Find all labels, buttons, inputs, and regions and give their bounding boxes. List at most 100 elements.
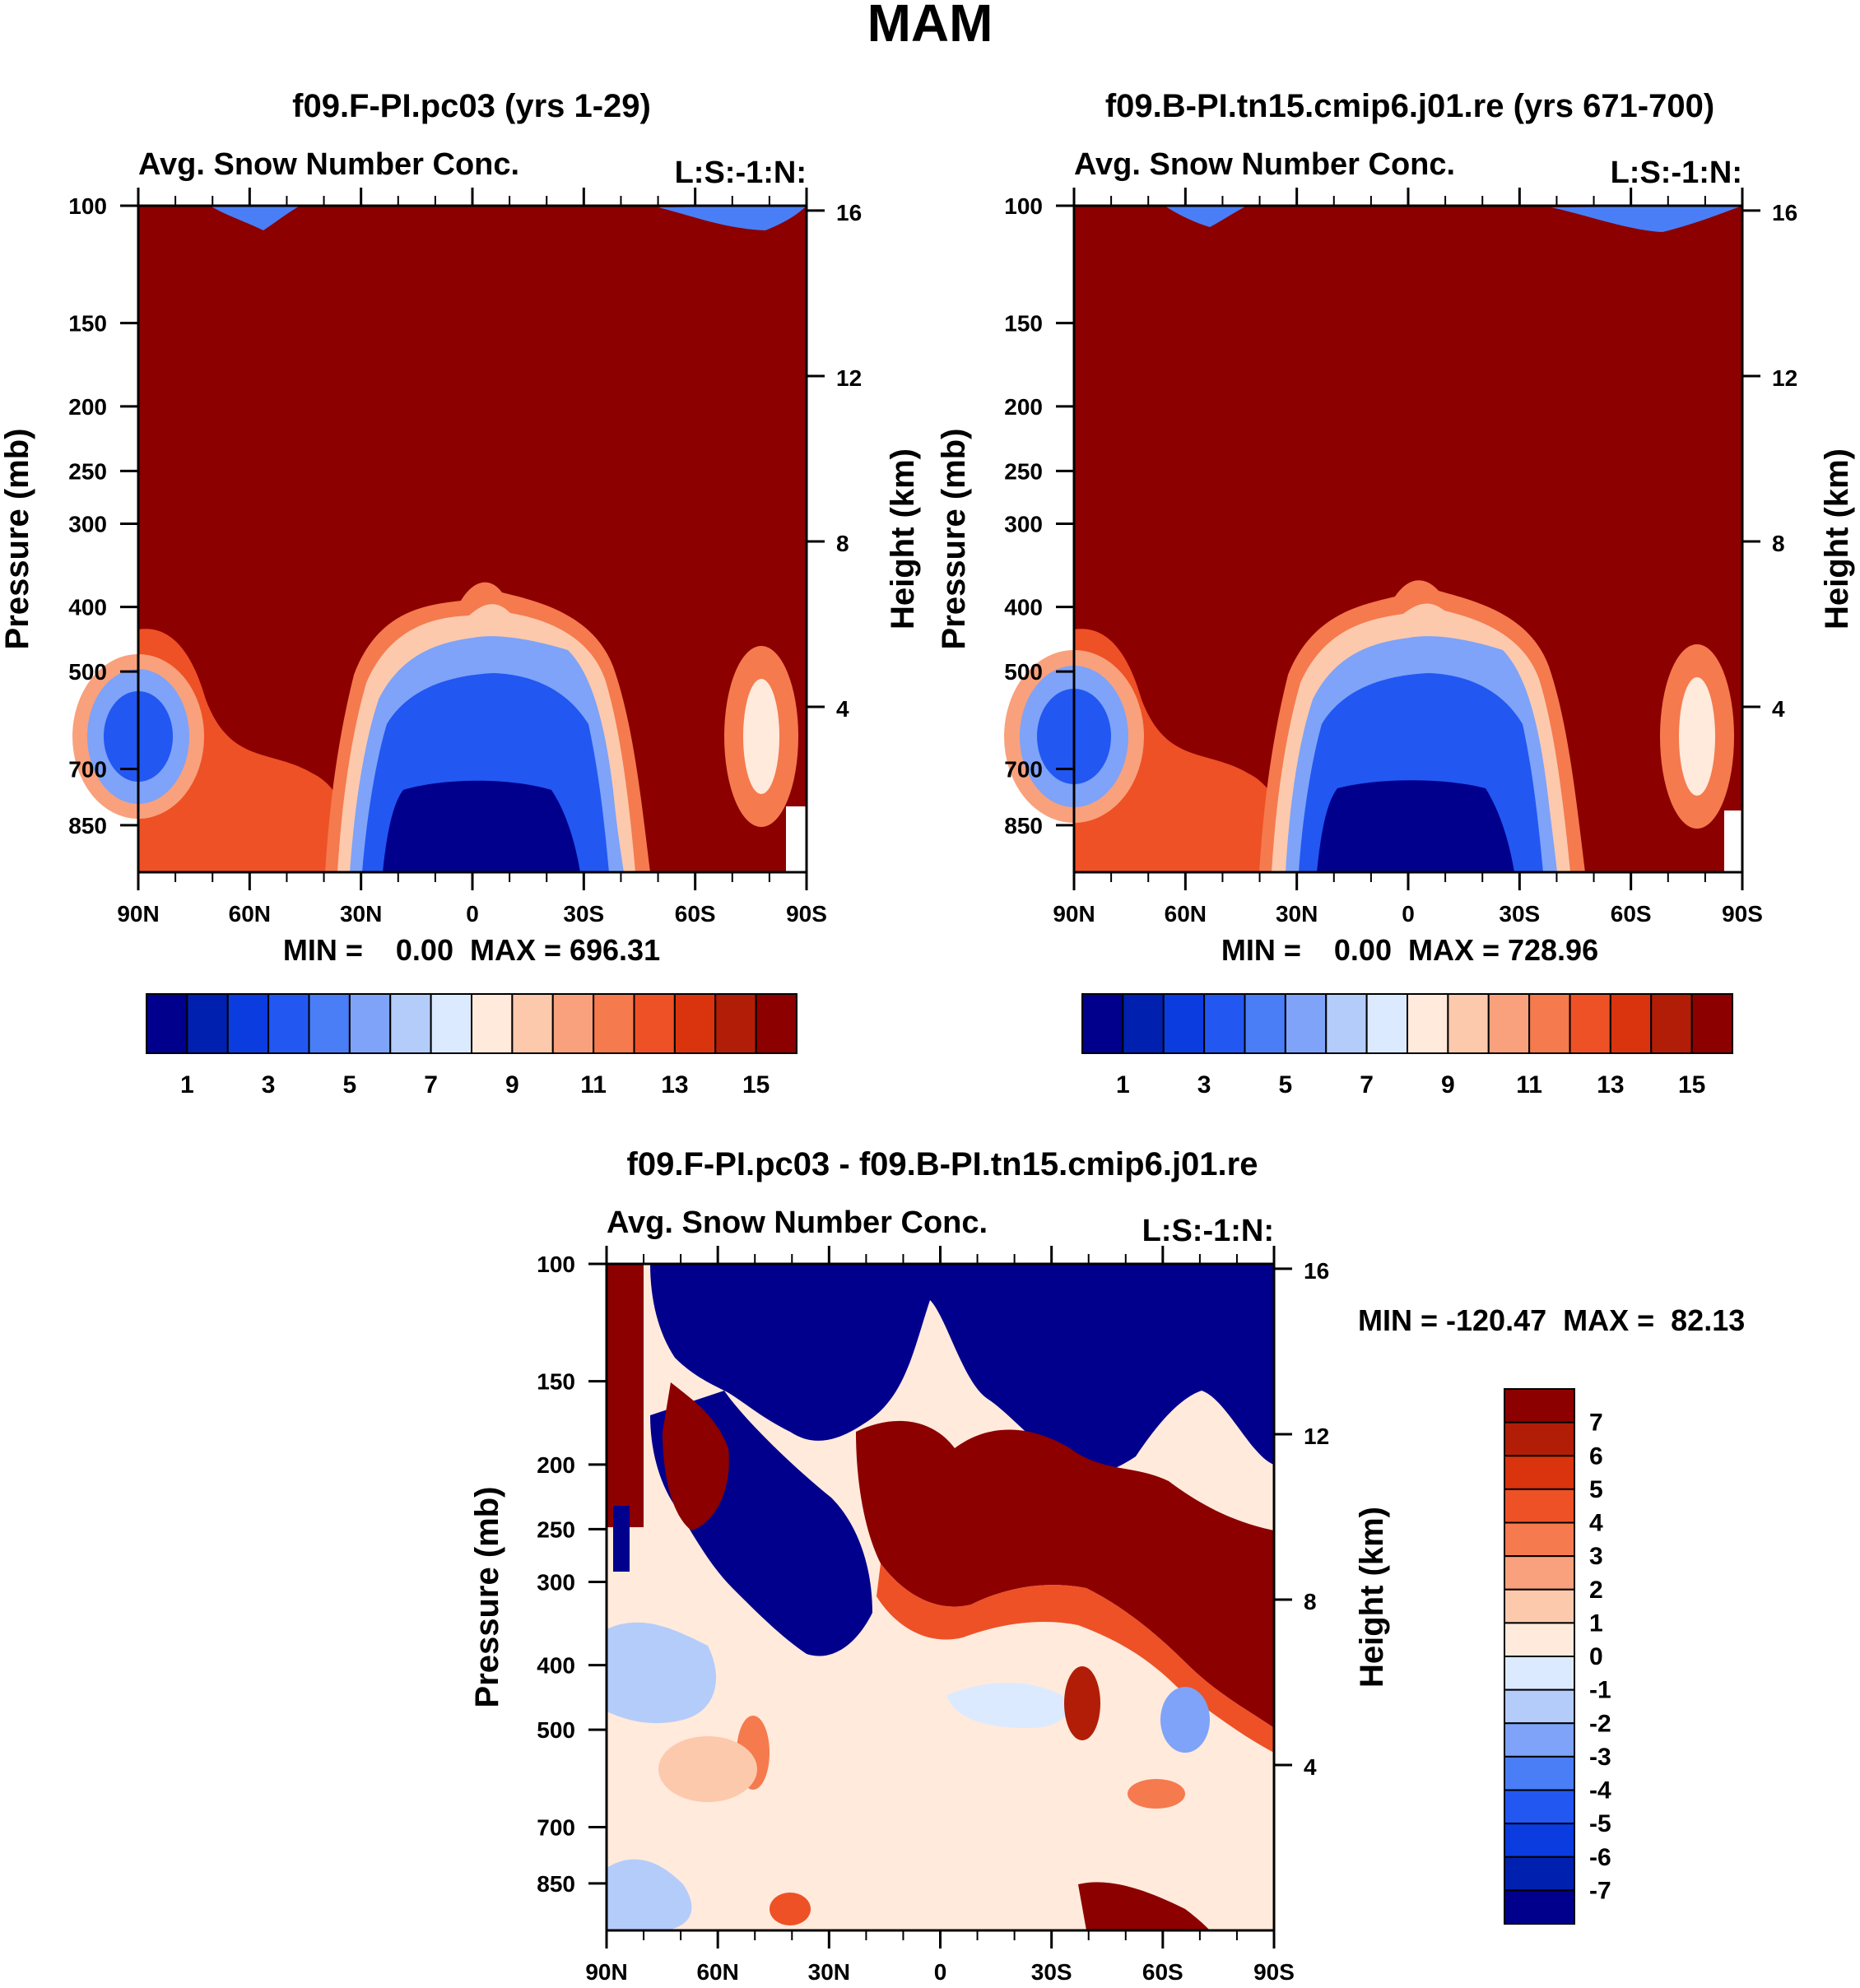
field-top-cold-n bbox=[210, 206, 300, 230]
y-tick-label: 200 bbox=[68, 394, 107, 420]
field-tropical-core bbox=[383, 780, 580, 872]
field-tropical-core bbox=[1317, 780, 1514, 872]
colorbar-box bbox=[755, 993, 797, 1054]
colorbar-box bbox=[1504, 1823, 1575, 1858]
y-tick-label: 700 bbox=[1004, 757, 1043, 783]
colorbar-box bbox=[1504, 1622, 1575, 1657]
y-tick-label: 150 bbox=[537, 1369, 575, 1395]
y-right-tick-label: 8 bbox=[1304, 1589, 1317, 1614]
y-tick-label: 850 bbox=[537, 1871, 575, 1897]
y-right-tick-label: 12 bbox=[1772, 365, 1797, 391]
panel-1-stats: MIN = 0.00 MAX = 696.31 bbox=[283, 933, 660, 967]
y-tick-label: 500 bbox=[68, 659, 107, 685]
field-mid-warm bbox=[856, 1420, 1274, 1728]
colorbar-box bbox=[1504, 1521, 1575, 1558]
colorbar-box bbox=[1504, 1755, 1575, 1791]
panel-3-ylabel: Pressure (mb) bbox=[469, 1487, 505, 1708]
panel-3-colorbar: 7 6 5 4 3 2 1 0 -1 -2 -3 -4 -5 -6 -7 bbox=[1504, 1388, 1611, 1925]
colorbar-label: 3 bbox=[262, 1071, 276, 1099]
colorbar-box bbox=[267, 993, 310, 1054]
colorbar-box bbox=[1203, 993, 1246, 1054]
x-tick-label: 30S bbox=[1499, 901, 1540, 927]
y-tick-label: 850 bbox=[1004, 813, 1043, 838]
colorbar-label: 13 bbox=[661, 1071, 688, 1099]
field-bottom-warm-2 bbox=[770, 1893, 811, 1925]
panel-2-field bbox=[1004, 206, 1742, 872]
y-tick-label: 150 bbox=[68, 311, 107, 337]
colorbar-box bbox=[1650, 993, 1693, 1054]
panel-3-title: f09.F-PI.pc03 - f09.B-PI.tn15.cmip6.j01.… bbox=[627, 1146, 1258, 1182]
colorbar-box bbox=[1162, 993, 1206, 1054]
colorbar-box bbox=[1504, 1388, 1575, 1424]
panel-2-colorbar: 1 3 5 7 9 11 13 15 bbox=[1081, 993, 1733, 1099]
y-right-tick-label: 16 bbox=[1304, 1258, 1329, 1284]
colorbar-box bbox=[1504, 1789, 1575, 1825]
y-tick-label: 300 bbox=[68, 511, 107, 536]
colorbar-box bbox=[1609, 993, 1653, 1054]
y-tick-label: 700 bbox=[68, 757, 107, 783]
panel-1-subtitle-right: L:S:-1:N: bbox=[675, 156, 807, 190]
field-top-cold-s bbox=[1551, 206, 1742, 232]
x-tick-label: 60S bbox=[1142, 1959, 1183, 1985]
x-tick-label: 90S bbox=[786, 901, 827, 927]
x-tick-label: 90S bbox=[1253, 1959, 1295, 1985]
colorbar-label: -1 bbox=[1589, 1677, 1611, 1704]
colorbar-label: 4 bbox=[1589, 1510, 1603, 1537]
colorbar-box bbox=[1504, 1421, 1575, 1457]
colorbar-label: 7 bbox=[424, 1071, 438, 1099]
colorbar-box bbox=[1504, 1555, 1575, 1591]
colorbar-label: -5 bbox=[1589, 1810, 1611, 1837]
panel-1-ylabel-right: Height (km) bbox=[885, 448, 921, 629]
field-low-pink bbox=[658, 1736, 757, 1802]
x-tick-label: 0 bbox=[466, 901, 479, 927]
panel-3-stats: MIN = -120.47 MAX = 82.13 bbox=[1358, 1303, 1745, 1337]
y-right-tick-label: 16 bbox=[1772, 200, 1797, 225]
colorbar-label: 15 bbox=[1678, 1071, 1705, 1099]
colorbar-box bbox=[593, 993, 635, 1054]
colorbar-label: 3 bbox=[1589, 1543, 1603, 1570]
y-tick-label: 250 bbox=[1004, 458, 1043, 484]
y-right-tick-label: 12 bbox=[836, 365, 862, 391]
y-right-tick-label: 8 bbox=[836, 531, 849, 556]
colorbar-box bbox=[1504, 1688, 1575, 1725]
panel-3-subtitle-right: L:S:-1:N: bbox=[1142, 1214, 1274, 1248]
y-tick-label: 400 bbox=[537, 1653, 575, 1679]
colorbar-box bbox=[226, 993, 270, 1054]
colorbar-box bbox=[633, 993, 676, 1054]
panel-1-colorbar: 1 3 5 7 9 11 13 15 bbox=[146, 993, 797, 1099]
y-tick-label: 500 bbox=[1004, 659, 1043, 685]
colorbar-label: 9 bbox=[505, 1071, 519, 1099]
colorbar-label: 3 bbox=[1197, 1071, 1211, 1099]
x-tick-label: 60S bbox=[1611, 901, 1652, 927]
colorbar-box bbox=[1569, 993, 1611, 1054]
y-right-tick-label: 16 bbox=[836, 200, 862, 225]
colorbar-box bbox=[714, 993, 757, 1054]
colorbar-label: -3 bbox=[1589, 1744, 1611, 1771]
colorbar-label: 5 bbox=[1589, 1476, 1603, 1503]
panel-1-title: f09.F-PI.pc03 (yrs 1-29) bbox=[292, 88, 651, 124]
x-tick-label: 0 bbox=[1402, 901, 1415, 927]
y-right-tick-label: 4 bbox=[1304, 1754, 1317, 1780]
panel-2-ylabel: Pressure (mb) bbox=[936, 429, 972, 650]
colorbar-label: 5 bbox=[1279, 1071, 1293, 1099]
field-missing-s bbox=[786, 806, 807, 872]
panel-1-field bbox=[72, 206, 807, 872]
colorbar-box bbox=[1504, 1889, 1575, 1925]
colorbar-label: 2 bbox=[1589, 1577, 1603, 1604]
colorbar-box bbox=[1081, 993, 1124, 1054]
y-tick-label: 300 bbox=[1004, 511, 1043, 536]
colorbar-box bbox=[1504, 1656, 1575, 1691]
colorbar-box bbox=[389, 993, 432, 1054]
y-tick-label: 100 bbox=[68, 193, 107, 219]
colorbar-label: -4 bbox=[1589, 1777, 1611, 1805]
colorbar-box bbox=[1325, 993, 1368, 1054]
colorbar-box bbox=[1504, 1588, 1575, 1624]
colorbar-box bbox=[348, 993, 392, 1054]
x-tick-label: 30N bbox=[808, 1959, 850, 1985]
x-tick-label: 0 bbox=[934, 1959, 947, 1985]
x-tick-label: 60N bbox=[696, 1959, 738, 1985]
panel-3-axes: 100 150 200 250 300 400 500 700 850 16 12 8 4 90N 60N 3… bbox=[537, 1246, 1329, 1985]
colorbar-box bbox=[308, 993, 351, 1054]
colorbar-label: 13 bbox=[1597, 1071, 1624, 1099]
